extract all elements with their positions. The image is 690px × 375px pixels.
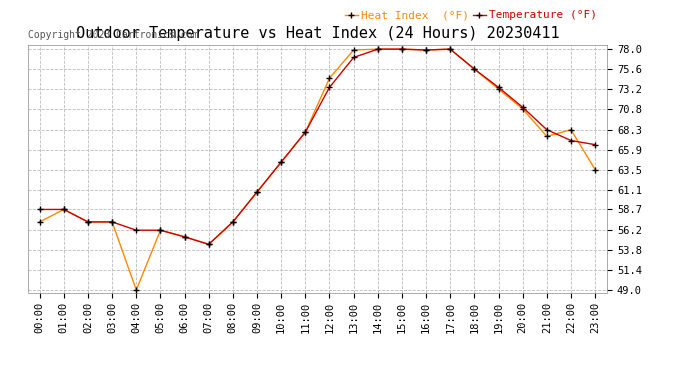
Title: Outdoor Temperature vs Heat Index (24 Hours) 20230411: Outdoor Temperature vs Heat Index (24 Ho… xyxy=(76,26,559,41)
Legend: Heat Index  (°F), Temperature (°F): Heat Index (°F), Temperature (°F) xyxy=(340,6,602,25)
Text: Copyright 2023 Cartronics.com: Copyright 2023 Cartronics.com xyxy=(28,30,198,39)
